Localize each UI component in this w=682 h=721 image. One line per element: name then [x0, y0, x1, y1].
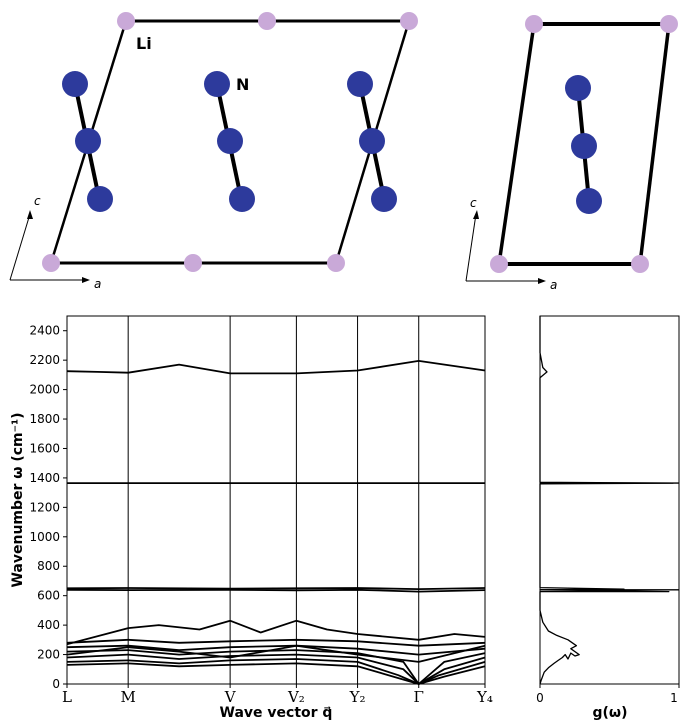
density-of-states-chart: 0 1 g(ω): [536, 315, 680, 721]
axis-a-label: a: [550, 278, 557, 292]
y-tick-label: 1200: [29, 500, 60, 514]
n-atom: [571, 133, 597, 159]
phonon-branch: [66, 653, 486, 685]
li-atom: [631, 255, 649, 273]
y-tick-label: 1800: [29, 412, 60, 426]
x-tick-label: V: [224, 688, 237, 706]
axis-c-label: c: [34, 194, 41, 208]
phonon-branch: [66, 649, 486, 685]
y-tick-label: 1600: [29, 441, 60, 455]
y-tick-label: 800: [37, 559, 60, 573]
li-atom: [258, 12, 276, 30]
li-atom: [42, 254, 60, 272]
phonon-branch: [66, 658, 486, 685]
axes-indicator-right: c a: [465, 196, 557, 292]
x-tick-label: V₂: [287, 688, 305, 706]
y-tick-label: 200: [37, 648, 60, 662]
axis-c-label: c: [470, 196, 477, 210]
unit-cell-right: [490, 15, 678, 273]
li-atom: [490, 255, 508, 273]
n-atom: [204, 71, 230, 97]
x-tick-label: L: [62, 688, 72, 706]
phonon-branch: [66, 359, 486, 375]
phonon-branch: [66, 638, 486, 647]
x-tick-label: 1: [670, 691, 678, 705]
x-axis-label: g(ω): [593, 705, 628, 721]
n-atom: [62, 71, 88, 97]
n-atom: [229, 186, 255, 212]
phonon-branch: [66, 619, 486, 646]
y-tick-label: 2000: [29, 383, 60, 397]
y-tick-label: 2200: [29, 353, 60, 367]
li-label: Li: [136, 34, 152, 53]
li-atom: [400, 12, 418, 30]
phonon-branch: [66, 644, 486, 656]
cell-edge-right: [638, 23, 671, 265]
x-tick-label: Y₂: [349, 688, 366, 706]
phonon-branch: [66, 588, 486, 593]
y-tick-label: 400: [37, 618, 60, 632]
axis-a-label: a: [94, 277, 101, 291]
phonon-dispersion-chart: L M V V₂ Y₂ Γ Y₄ 0 200 400 600 800 1000 1200 1400 1600 1…: [10, 315, 493, 721]
y-axis-label: Wavenumber ω (cm⁻¹): [10, 412, 26, 587]
y-tick-label: 1400: [29, 471, 60, 485]
plot-frame: [66, 315, 486, 685]
y-tick-label: 0: [52, 677, 60, 691]
axes-indicator-left: c a: [9, 194, 101, 291]
x-tick-label: 0: [536, 691, 544, 705]
dos-curve: [539, 316, 674, 685]
n-atom: [576, 188, 602, 214]
dos-frame: [539, 315, 680, 685]
li-atom: [525, 15, 543, 33]
x-tick-label: Γ: [414, 688, 424, 706]
y-tick-label: 600: [37, 589, 60, 603]
n-atom: [75, 128, 101, 154]
x-tick-label: M: [120, 688, 135, 706]
n-atom: [359, 128, 385, 154]
n-atom: [87, 186, 113, 212]
li-atom: [660, 15, 678, 33]
n-label: N: [236, 75, 249, 94]
y-tick-label: 1000: [29, 530, 60, 544]
li-atom: [327, 254, 345, 272]
y-tick-label: 2400: [29, 324, 60, 338]
n-atom: [565, 75, 591, 101]
li-atom: [117, 12, 135, 30]
unit-cell-left: Li N: [42, 12, 418, 272]
n-atom: [347, 71, 373, 97]
cell-edge-left: [497, 23, 536, 265]
x-tick-label: Y₄: [476, 688, 493, 706]
phonon-branch: [66, 662, 486, 685]
phonon-branch: [66, 587, 486, 590]
n-atom: [371, 186, 397, 212]
n-atom: [217, 128, 243, 154]
x-axis-label: Wave vector q⃗: [220, 705, 333, 721]
li-atom: [184, 254, 202, 272]
phonon-branch: [66, 644, 486, 663]
